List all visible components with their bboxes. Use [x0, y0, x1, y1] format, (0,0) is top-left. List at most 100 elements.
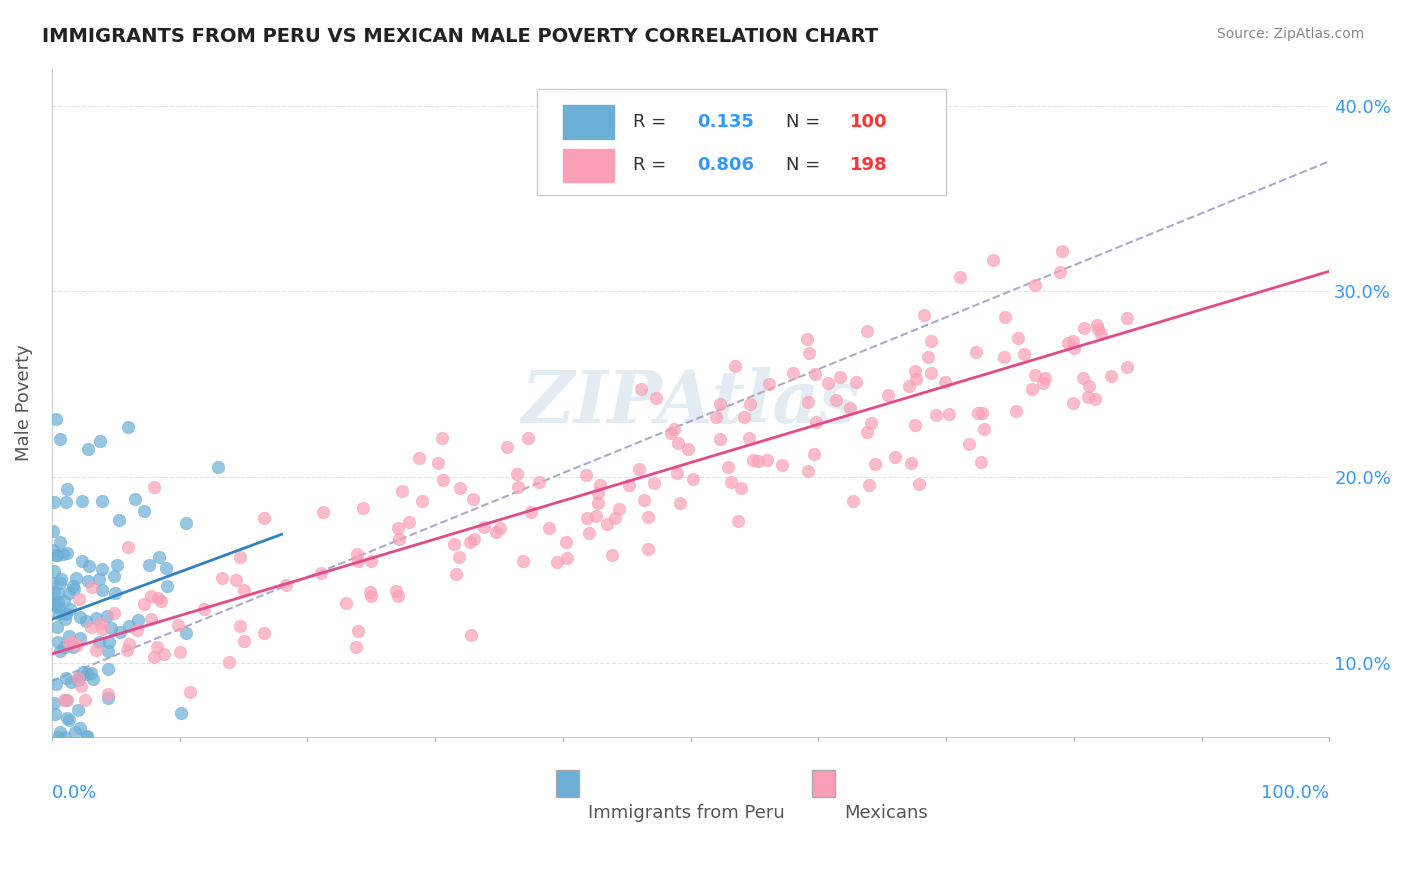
Point: [607, 502, 630, 516]
Point: [633, 492, 655, 507]
Point: [55, 494, 77, 508]
Point: [925, 408, 948, 422]
Point: [146, 640, 169, 655]
Point: [993, 350, 1015, 364]
Point: [69, 679, 91, 693]
Point: [46, 634, 69, 648]
Point: [385, 583, 408, 598]
Point: [957, 437, 980, 451]
Point: [449, 481, 471, 495]
Point: [408, 451, 430, 466]
Point: [63, 724, 86, 739]
Text: 0.806: 0.806: [697, 156, 754, 175]
Point: [637, 509, 659, 524]
Point: [69, 721, 91, 735]
Point: [84, 610, 107, 624]
Point: [146, 591, 169, 605]
Point: [720, 475, 742, 489]
Point: [49, 575, 72, 590]
Point: [659, 425, 682, 440]
Point: [233, 634, 256, 648]
Point: [411, 494, 433, 508]
Point: [1090, 327, 1112, 342]
Point: [48, 534, 70, 549]
Point: [134, 597, 156, 611]
Point: [46, 586, 69, 600]
Point: [344, 640, 367, 654]
Point: [586, 486, 609, 500]
Point: [179, 685, 201, 699]
Point: [127, 613, 149, 627]
Point: [110, 625, 132, 640]
Point: [152, 647, 174, 661]
Point: [1024, 368, 1046, 382]
Point: [1084, 392, 1107, 407]
Point: [1073, 371, 1095, 385]
Point: [474, 520, 496, 534]
Point: [1033, 371, 1056, 385]
Point: [52, 692, 75, 706]
Text: 0.0%: 0.0%: [52, 783, 97, 802]
Point: [668, 496, 690, 510]
Point: [55, 607, 77, 621]
Point: [49, 725, 72, 739]
Point: [139, 612, 162, 626]
Point: [796, 333, 818, 347]
Point: [56, 545, 79, 559]
Point: [56, 482, 79, 496]
Point: [352, 501, 374, 516]
Point: [118, 637, 141, 651]
Point: [920, 366, 942, 380]
Point: [517, 431, 540, 445]
Point: [458, 535, 481, 549]
Point: [643, 475, 665, 490]
Point: [67, 592, 90, 607]
Point: [62, 579, 84, 593]
Point: [58, 630, 80, 644]
Point: [360, 589, 382, 603]
Text: R =: R =: [633, 113, 672, 131]
Point: [447, 550, 470, 565]
Point: [87, 635, 110, 649]
Bar: [811, 770, 835, 797]
Point: [863, 457, 886, 471]
Point: [90, 562, 112, 576]
Point: [42, 495, 65, 509]
Point: [586, 496, 609, 510]
Point: [938, 407, 960, 421]
Point: [91, 583, 114, 598]
Point: [1012, 347, 1035, 361]
Point: [682, 472, 704, 486]
Point: [839, 401, 862, 415]
Point: [97, 634, 120, 648]
Point: [58, 713, 80, 727]
Text: 198: 198: [851, 156, 887, 175]
Point: [169, 644, 191, 658]
Text: 0.135: 0.135: [697, 113, 754, 131]
Point: [142, 649, 165, 664]
Point: [970, 406, 993, 420]
Point: [59, 602, 82, 616]
Point: [645, 391, 668, 405]
Point: [973, 422, 995, 436]
Point: [225, 573, 247, 587]
Point: [73, 692, 96, 706]
Point: [427, 456, 450, 470]
Point: [804, 416, 827, 430]
Point: [506, 481, 529, 495]
Text: N =: N =: [786, 113, 827, 131]
Point: [66, 702, 89, 716]
Point: [485, 525, 508, 540]
Point: [546, 555, 568, 569]
Point: [103, 606, 125, 620]
Point: [108, 513, 131, 527]
Point: [309, 566, 332, 580]
Point: [527, 475, 550, 489]
Point: [602, 548, 624, 562]
Point: [730, 481, 752, 495]
Point: [174, 516, 197, 530]
Point: [1024, 277, 1046, 292]
Point: [589, 478, 612, 492]
Point: [817, 376, 839, 390]
Point: [398, 515, 420, 529]
